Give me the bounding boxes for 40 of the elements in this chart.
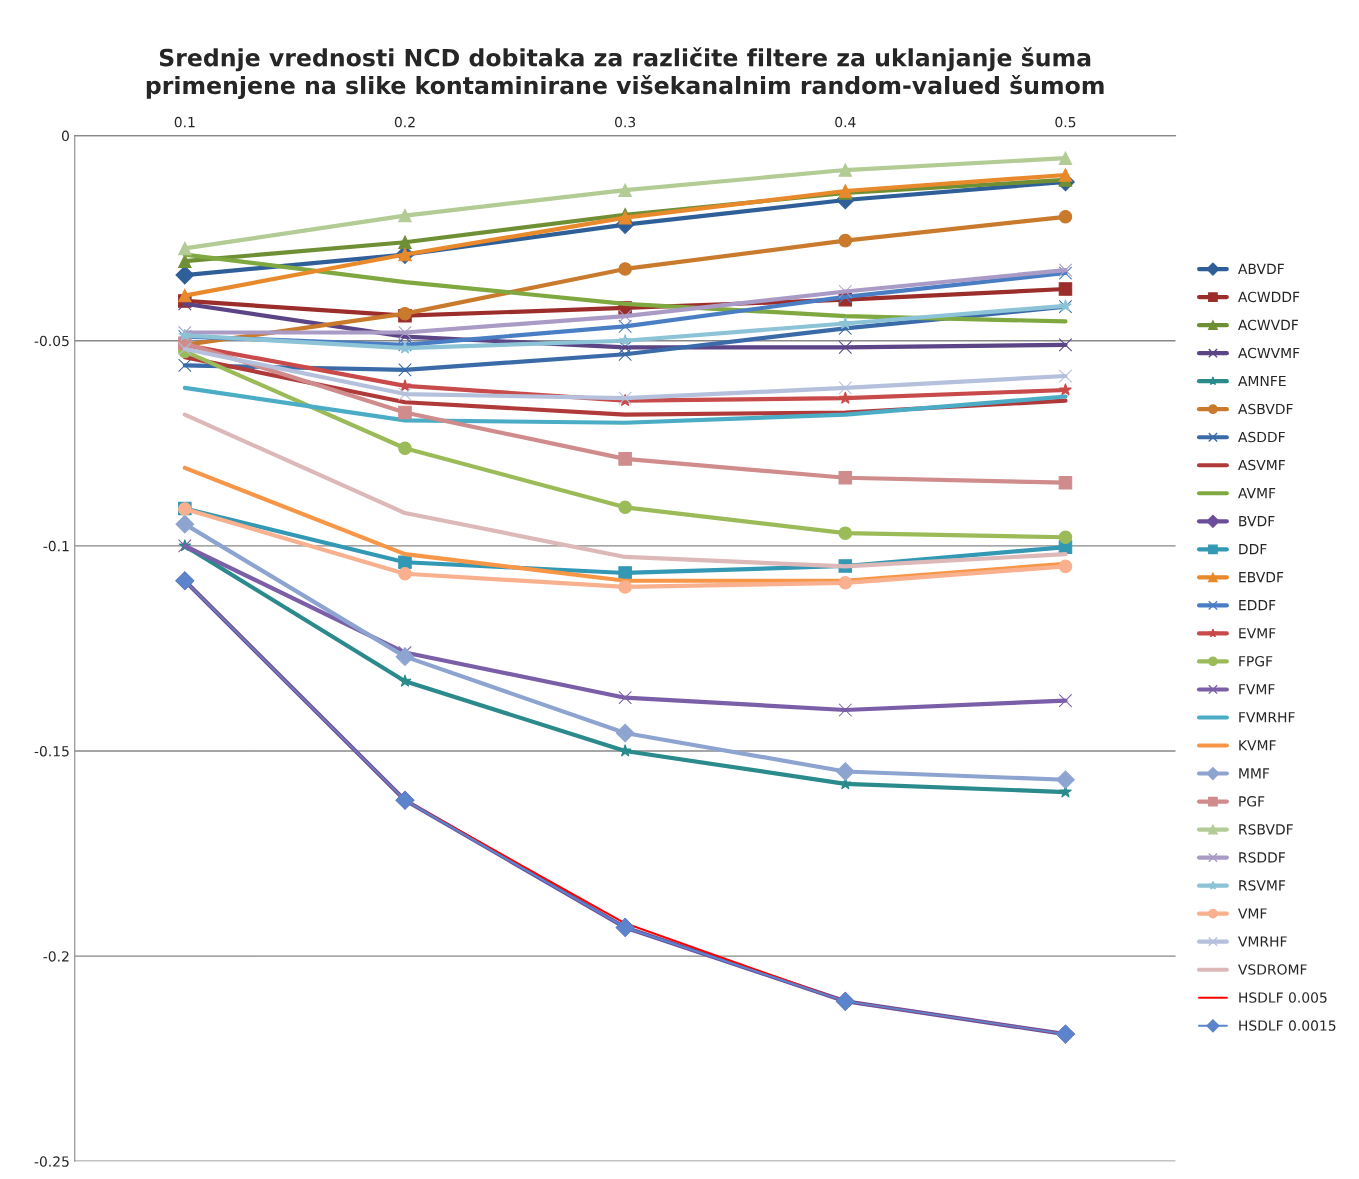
legend-label: PGF [1239,796,1265,807]
legend-label: ABVDF [1238,263,1284,274]
legend-label: EVMF [1239,628,1276,639]
legend-label: VMRHF [1238,936,1287,947]
legend-label: AVMF [1238,488,1276,499]
legend-label: VMF [1238,908,1267,919]
legend-label: FPGF [1239,655,1273,667]
legend-label: ASVMF [1238,459,1285,471]
legend-label: RSBVDF [1239,824,1293,835]
legend-label: FVMRHF [1239,712,1295,723]
legend-label: EDDF [1239,600,1276,611]
y-tick-label: -0.05 [34,335,69,347]
legend-label: HSDLF 0.005 [1239,992,1327,1003]
y-tick-label: -0.25 [34,1156,69,1167]
y-tick-label: -0.1 [43,540,69,552]
x-tick-label: 0.1 [174,116,195,128]
legend-label: ACWVDF [1238,319,1298,331]
y-tick-label: -0.2 [43,951,69,962]
legend-label: ASDDF [1238,431,1285,443]
legend-label: ACWVMF [1238,347,1300,359]
x-tick-label: 0.4 [835,116,856,128]
legend-label: VSDROMF [1238,964,1307,975]
legend-label: BVDF [1239,516,1275,527]
legend-label: MMF [1239,768,1270,779]
x-tick-label: 0.5 [1055,116,1076,128]
x-tick-label: 0.2 [394,116,415,128]
y-tick-label: 0 [61,130,69,142]
legend-label: ASBVDF [1238,403,1293,415]
legend-label: ACWDDF [1238,291,1300,303]
legend-label: RSVMF [1239,880,1286,891]
legend-label: AMNFE [1238,375,1286,387]
y-tick-label: -0.15 [34,745,69,757]
legend-label: FVMF [1239,684,1275,695]
legend-label: KVMF [1239,740,1276,751]
legend-label: DDF [1239,544,1267,555]
legend-label: HSDLF 0.0015 [1239,1020,1336,1031]
legend-label: EBVDF [1239,572,1284,583]
legend-label: RSDDF [1239,852,1285,863]
x-tick-label: 0.3 [615,116,636,128]
chart-title: Srednje vrednosti NCD dobitaka za različite filtere za uklanjanje šuma primenjene na slike kontaminirane višekanalnim random-valued šumom [146,47,1104,100]
